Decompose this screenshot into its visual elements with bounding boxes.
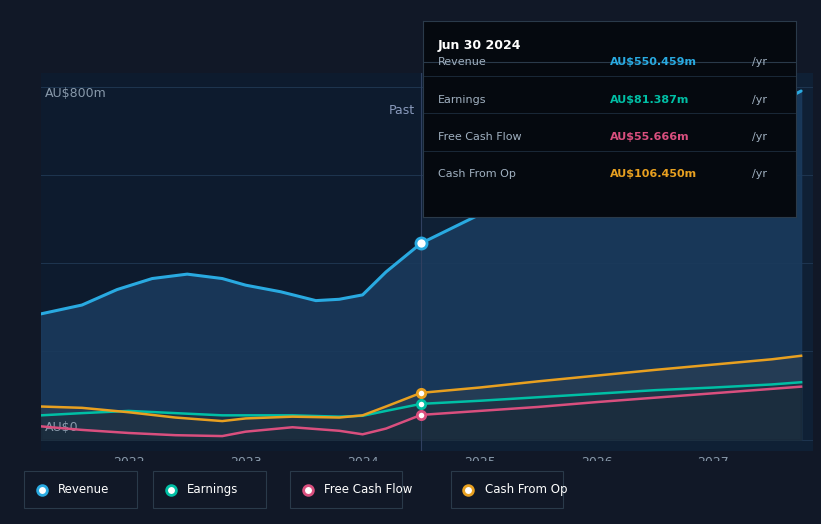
Text: AU$800m: AU$800m [45,86,107,100]
Text: /yr: /yr [751,132,767,142]
Text: Revenue: Revenue [438,57,487,67]
Text: Earnings: Earnings [438,94,486,105]
Text: Revenue: Revenue [58,483,109,496]
Text: /yr: /yr [751,57,767,67]
Text: Free Cash Flow: Free Cash Flow [438,132,521,142]
Text: AU$55.666m: AU$55.666m [609,132,689,142]
Text: /yr: /yr [751,94,767,105]
Text: AU$550.459m: AU$550.459m [609,57,696,67]
Text: Free Cash Flow: Free Cash Flow [323,483,412,496]
Text: Cash From Op: Cash From Op [438,169,516,179]
Text: AU$0: AU$0 [45,421,79,434]
Text: Past: Past [389,104,415,117]
Text: Jun 30 2024: Jun 30 2024 [438,39,521,52]
Bar [421,73,821,451]
Text: Analysts Forecasts: Analysts Forecasts [427,104,544,117]
Text: AU$106.450m: AU$106.450m [609,169,697,179]
Text: Cash From Op: Cash From Op [484,483,567,496]
Text: AU$81.387m: AU$81.387m [609,94,689,105]
Text: /yr: /yr [751,169,767,179]
Text: Earnings: Earnings [187,483,238,496]
